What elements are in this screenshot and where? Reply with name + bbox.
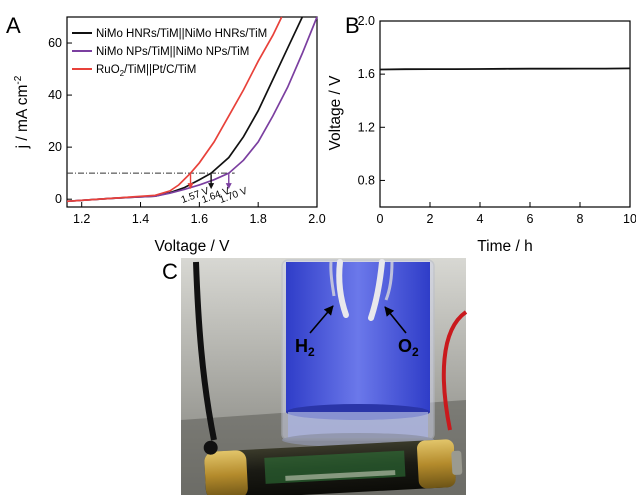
x-tick-label: 6 xyxy=(527,212,534,226)
panel-b-xlabel: Time / h xyxy=(477,238,532,255)
h2-arrow xyxy=(309,305,334,334)
x-tick-label: 1.4 xyxy=(132,212,149,226)
battery xyxy=(203,439,463,495)
o2-arrow xyxy=(384,306,407,334)
h2-label: H2 xyxy=(295,336,315,359)
y-tick-label: 1.2 xyxy=(358,120,375,134)
y-tick-label: 0 xyxy=(55,192,62,206)
panel-a-annotations: 1.57 V1.64 V1.70 V xyxy=(180,174,249,206)
annotation-arrowhead xyxy=(225,183,232,190)
y-tick-label: 20 xyxy=(48,140,62,154)
panel-a-xlabel: Voltage / V xyxy=(155,238,231,255)
legend-entry-nimo-hnrs: NiMo HNRs/TiM||NiMo HNRs/TiM xyxy=(96,28,267,40)
beaker xyxy=(281,259,435,447)
panel-b-series xyxy=(379,67,631,71)
series-line-stability xyxy=(379,67,631,71)
panel-a-letter: A xyxy=(6,13,21,38)
y-tick-label: 60 xyxy=(48,36,62,50)
panel-b-frame xyxy=(379,20,631,208)
electrode-left xyxy=(336,259,349,318)
series-line-1 xyxy=(66,16,318,203)
o2-label: O2 xyxy=(398,336,419,359)
panel-c-letter: C xyxy=(162,259,178,284)
panel-a-ticks: 1.2 1.4 1.6 1.8 2.0 0 20 40 60 xyxy=(48,36,326,226)
y-tick-label: 1.6 xyxy=(358,67,375,81)
legend-entry-ruo2: RuO2/TiM||Pt/C/TiM xyxy=(96,64,196,78)
legend-entry-nimo-nps: NiMo NPs/TiM||NiMo NPs/TiM xyxy=(96,46,249,58)
x-tick-label: 2 xyxy=(427,212,434,226)
panel-b-ylabel: Voltage / V xyxy=(327,75,344,151)
x-tick-label: 1.8 xyxy=(249,212,266,226)
annotation-arrowhead xyxy=(208,183,215,190)
panel-b-ticks: 0 2 4 6 8 10 0.8 1.2 1.6 2.0 xyxy=(358,14,636,226)
panel-a-ylabel: j / mA cm-2 xyxy=(13,75,31,149)
y-tick-label: 2.0 xyxy=(358,14,375,28)
panel-c: C H2 xyxy=(162,258,468,495)
legend: NiMo HNRs/TiM||NiMo HNRs/TiM NiMo NPs/Ti… xyxy=(72,28,267,78)
panel-a-frame xyxy=(66,16,318,208)
x-tick-label: 1.6 xyxy=(191,212,208,226)
x-tick-label: 10 xyxy=(623,212,636,226)
x-tick-label: 0 xyxy=(377,212,384,226)
red-wire xyxy=(441,310,468,431)
panel-a: A 1.2 1.4 1.6 1.8 2.0 0 20 40 60 1.57 V1.64 V1.7… xyxy=(6,13,326,255)
photo-electrolysis: H2 O2 xyxy=(181,258,468,495)
panel-b: B 0 2 4 6 8 10 0.8 1.2 1.6 2.0 Time / h Voltage /… xyxy=(327,13,636,255)
black-wire xyxy=(193,261,217,441)
panel-b-letter: B xyxy=(345,13,360,38)
electrode-right xyxy=(368,259,385,321)
x-tick-label: 2.0 xyxy=(308,212,325,226)
panel-a-series xyxy=(66,16,318,203)
x-tick-label: 1.2 xyxy=(73,212,90,226)
x-tick-label: 8 xyxy=(577,212,584,226)
y-tick-label: 40 xyxy=(48,88,62,102)
x-tick-label: 4 xyxy=(477,212,484,226)
annotation-arrowhead xyxy=(187,183,194,190)
y-tick-label: 0.8 xyxy=(358,173,375,187)
series-line-2 xyxy=(66,16,283,203)
